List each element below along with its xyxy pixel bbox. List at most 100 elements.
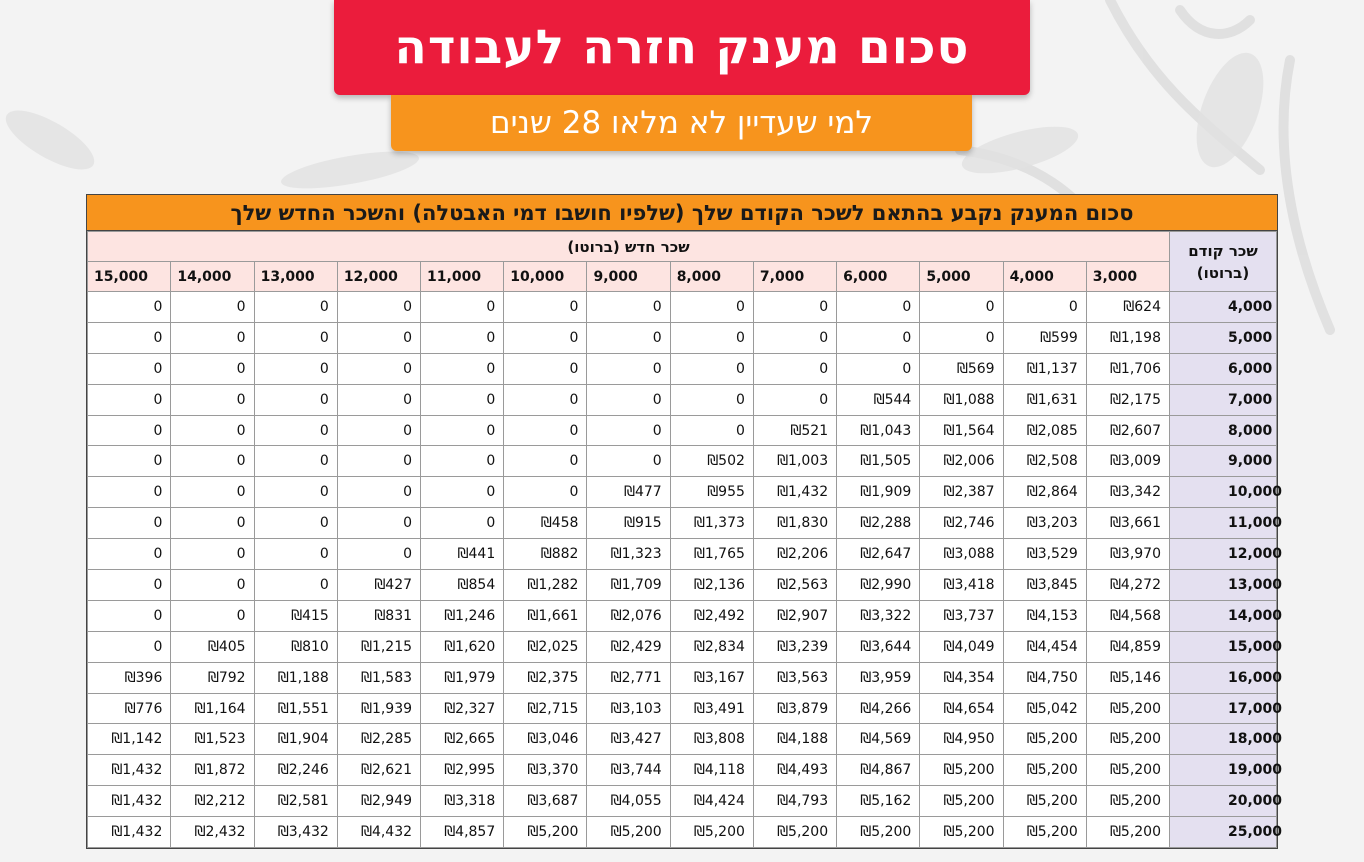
previous-salary-cell: 17,000 bbox=[1169, 692, 1282, 725]
grant-amount-cell: 0 bbox=[420, 445, 505, 478]
grant-amount-cell: 0 bbox=[1002, 291, 1087, 323]
new-salary-column-header: 8,000 bbox=[669, 261, 754, 292]
grant-amount-cell: ₪1,164 bbox=[170, 692, 255, 725]
table-row: 13,000 ₪4,272 ₪3,845 ₪3,418 ₪2,990 ₪2,563 ₪2,1… bbox=[86, 569, 1282, 601]
grant-amount-cell: ₪1,432 bbox=[752, 476, 838, 509]
grant-amount-cell: ₪5,200 bbox=[919, 754, 1004, 787]
grant-amount-cell: ₪1,432 bbox=[86, 785, 172, 818]
grant-amount-cell: ₪4,118 bbox=[669, 754, 754, 787]
grant-amount-cell: 0 bbox=[336, 383, 422, 416]
grant-amount-cell: ₪3,103 bbox=[586, 692, 671, 725]
grant-amount-cell: ₪1,830 bbox=[752, 507, 838, 540]
grant-amount-cell: ₪1,198 bbox=[1085, 321, 1171, 354]
grant-amount-cell: ₪3,970 bbox=[1085, 538, 1171, 571]
grant-amount-cell: ₪5,200 bbox=[586, 816, 671, 849]
grant-amount-cell: 0 bbox=[586, 291, 671, 323]
grant-amount-cell: 0 bbox=[86, 383, 172, 416]
previous-salary-cell: 4,000 bbox=[1169, 291, 1277, 323]
grant-amount-cell: 0 bbox=[86, 630, 172, 663]
subtitle-banner: למי שעדיין לא מלאו 28 שנים bbox=[391, 95, 972, 151]
grant-amount-cell: ₪3,808 bbox=[669, 723, 754, 756]
grant-amount-cell: ₪396 bbox=[86, 661, 172, 694]
grant-amount-cell: ₪3,239 bbox=[752, 630, 838, 663]
grant-amount-cell: ₪2,288 bbox=[836, 507, 921, 540]
grant-amount-cell: 0 bbox=[170, 291, 255, 323]
grant-amount-cell: 0 bbox=[170, 352, 255, 385]
table-row: 11,000 ₪3,661 ₪3,203 ₪2,746 ₪2,288 ₪1,830 ₪1,3… bbox=[86, 507, 1282, 540]
grant-amount-cell: ₪4,950 bbox=[919, 723, 1004, 756]
previous-salary-cell: 6,000 bbox=[1169, 352, 1277, 385]
grant-amount-cell: ₪2,647 bbox=[836, 538, 921, 571]
grant-amount-cell: 0 bbox=[170, 476, 255, 509]
grant-amount-cell: ₪1,631 bbox=[1002, 383, 1087, 416]
title-banner: סכום מענק חזרה לעבודה bbox=[334, 0, 1030, 95]
grant-amount-cell: ₪3,167 bbox=[669, 661, 754, 694]
grant-amount-cell: 0 bbox=[586, 383, 671, 416]
grant-amount-cell: 0 bbox=[170, 599, 255, 632]
grant-amount-cell: ₪3,322 bbox=[836, 599, 921, 632]
grant-amount-cell: ₪1,979 bbox=[420, 661, 505, 694]
grant-amount-cell: ₪5,200 bbox=[1085, 816, 1171, 849]
grant-amount-cell: ₪1,432 bbox=[86, 816, 172, 849]
grant-amount-cell: ₪1,564 bbox=[919, 414, 1004, 447]
grant-amount-cell: ₪427 bbox=[336, 569, 422, 601]
grant-amount-cell: 0 bbox=[336, 445, 422, 478]
new-salary-column-header: 6,000 bbox=[836, 261, 921, 292]
grant-amount-cell: ₪4,424 bbox=[669, 785, 754, 818]
previous-salary-cell: 5,000 bbox=[1169, 321, 1277, 354]
grant-amount-cell: ₪1,551 bbox=[253, 692, 338, 725]
grant-amount-cell: ₪4,569 bbox=[836, 723, 921, 756]
previous-salary-cell: 11,000 bbox=[1169, 507, 1282, 540]
grant-amount-cell: ₪4,859 bbox=[1085, 630, 1171, 663]
grant-amount-cell: 0 bbox=[170, 414, 255, 447]
grant-amount-cell: ₪3,418 bbox=[919, 569, 1004, 601]
grant-amount-cell: ₪1,088 bbox=[919, 383, 1004, 416]
new-salary-column-header: 11,000 bbox=[420, 261, 505, 292]
grant-amount-cell: ₪441 bbox=[420, 538, 505, 571]
grant-amount-cell: ₪5,200 bbox=[1085, 785, 1171, 818]
grant-amount-cell: ₪4,857 bbox=[420, 816, 505, 849]
grant-amount-cell: ₪477 bbox=[586, 476, 671, 509]
grant-amount-cell: 0 bbox=[253, 414, 338, 447]
grant-amount-cell: 0 bbox=[420, 476, 505, 509]
grant-amount-cell: ₪3,046 bbox=[503, 723, 588, 756]
grant-amount-cell: ₪3,427 bbox=[586, 723, 671, 756]
grant-amount-cell: ₪1,432 bbox=[86, 754, 172, 787]
grant-amount-cell: ₪3,529 bbox=[1002, 538, 1087, 571]
grant-amount-cell: ₪5,200 bbox=[669, 816, 754, 849]
previous-salary-cell: 7,000 bbox=[1169, 383, 1277, 416]
grant-amount-cell: ₪1,043 bbox=[836, 414, 921, 447]
grant-amount-cell: 0 bbox=[253, 352, 338, 385]
grant-amount-cell: ₪569 bbox=[919, 352, 1004, 385]
grant-amount-cell: ₪4,266 bbox=[836, 692, 921, 725]
table-row: 6,000 ₪1,706 ₪1,137 ₪569 0 0 0 0 0 0 0 0 0 0 bbox=[86, 352, 1277, 385]
previous-salary-header-line1: שכר קודם bbox=[1188, 241, 1258, 260]
grant-amount-cell: ₪4,867 bbox=[836, 754, 921, 787]
new-salary-column-header: 7,000 bbox=[752, 261, 838, 292]
grant-amount-cell: 0 bbox=[669, 352, 754, 385]
grant-amount-cell: ₪2,715 bbox=[503, 692, 588, 725]
grant-amount-cell: ₪5,200 bbox=[1002, 754, 1087, 787]
grant-amount-cell: ₪3,687 bbox=[503, 785, 588, 818]
grant-amount-cell: 0 bbox=[253, 538, 338, 571]
grant-amount-cell: 0 bbox=[336, 538, 422, 571]
grant-amount-cell: ₪1,142 bbox=[86, 723, 172, 756]
grant-amount-cell: ₪1,661 bbox=[503, 599, 588, 632]
grant-amount-cell: ₪5,162 bbox=[836, 785, 921, 818]
grant-amount-cell: ₪5,146 bbox=[1085, 661, 1171, 694]
grant-amount-cell: 0 bbox=[86, 352, 172, 385]
grant-amount-cell: 0 bbox=[420, 352, 505, 385]
table-row: 12,000 ₪3,970 ₪3,529 ₪3,088 ₪2,647 ₪2,206 ₪1,7… bbox=[86, 538, 1282, 571]
grant-amount-cell: 0 bbox=[86, 414, 172, 447]
grant-amount-cell: ₪1,188 bbox=[253, 661, 338, 694]
grant-amount-cell: ₪3,661 bbox=[1085, 507, 1171, 540]
grant-amount-cell: ₪2,563 bbox=[752, 569, 838, 601]
grant-amount-cell: ₪2,746 bbox=[919, 507, 1004, 540]
grant-amount-cell: ₪5,200 bbox=[1085, 692, 1171, 725]
grant-amount-cell: ₪2,834 bbox=[669, 630, 754, 663]
grant-amount-cell: 0 bbox=[669, 321, 754, 354]
grant-amount-cell: 0 bbox=[752, 383, 838, 416]
grant-amount-cell: ₪405 bbox=[170, 630, 255, 663]
grant-amount-cell: ₪4,354 bbox=[919, 661, 1004, 694]
grant-amount-cell: 0 bbox=[86, 569, 172, 601]
